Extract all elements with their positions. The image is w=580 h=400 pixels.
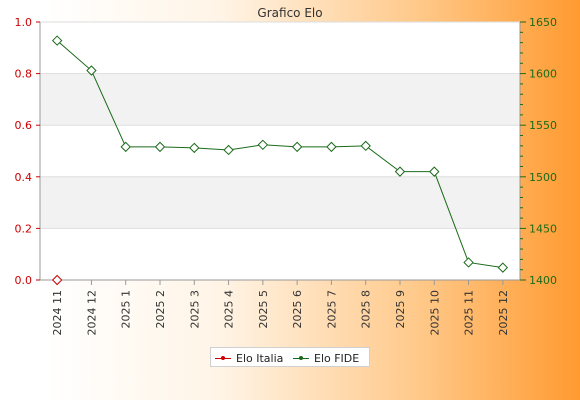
data-point [429,166,440,177]
left-tick-label: 0.0 [15,274,33,287]
x-tick-label: 2024 11 [51,290,64,336]
legend-item: Elo Italia [215,348,283,368]
x-tick-label: 2025 12 [497,290,510,336]
data-point [360,140,371,152]
legend-swatch-marker [221,356,225,360]
legend-swatch [293,354,309,362]
x-tick-label: 2025 4 [223,290,236,329]
plot-band [40,73,520,126]
data-point [497,262,509,273]
data-point [257,139,269,151]
right-tick-label: 1500 [529,171,557,184]
data-point [189,142,200,154]
data-point [120,141,131,153]
data-point [51,274,63,286]
x-tick-label: 2025 6 [291,290,304,329]
x-tick-label: 2025 5 [257,290,270,329]
left-tick-label: 1.0 [15,16,33,29]
right-tick-label: 1650 [529,16,557,29]
right-tick-label: 1550 [529,119,557,132]
x-tick-label: 2025 11 [463,290,476,336]
x-tick-label: 2025 7 [325,290,338,329]
data-point [394,166,406,177]
data-point [86,65,97,76]
legend-swatch-marker [299,356,303,360]
data-point [326,141,337,153]
left-tick-label: 0.6 [15,119,33,132]
data-point [291,141,303,153]
x-tick-label: 2025 1 [120,290,133,329]
legend-swatch [215,354,231,362]
data-point [154,141,166,153]
left-tick-label: 0.4 [15,171,33,184]
left-tick-label: 0.8 [15,68,33,81]
data-point [51,35,63,46]
x-tick-label: 2024 12 [85,290,98,336]
legend-label: Elo Italia [236,351,284,365]
plot-band [40,176,520,229]
legend-item: Elo FIDE [293,348,359,368]
right-tick-label: 1400 [529,274,557,287]
x-tick-label: 2025 2 [154,290,167,329]
legend: Elo Italia Elo FIDE [210,347,370,367]
x-tick-label: 2025 9 [394,290,407,329]
right-tick-label: 1600 [529,68,557,81]
x-tick-label: 2025 3 [188,290,201,329]
left-tick-label: 0.2 [15,222,33,235]
x-tick-label: 2025 10 [428,290,441,336]
chart-title: Grafico Elo [257,6,322,20]
series-line-1 [56,40,503,269]
data-point [223,144,234,156]
data-point [463,257,474,268]
x-tick-label: 2025 8 [360,290,373,329]
legend-label: Elo FIDE [314,351,360,365]
right-tick-label: 1450 [529,222,557,235]
plot-background [40,22,520,280]
